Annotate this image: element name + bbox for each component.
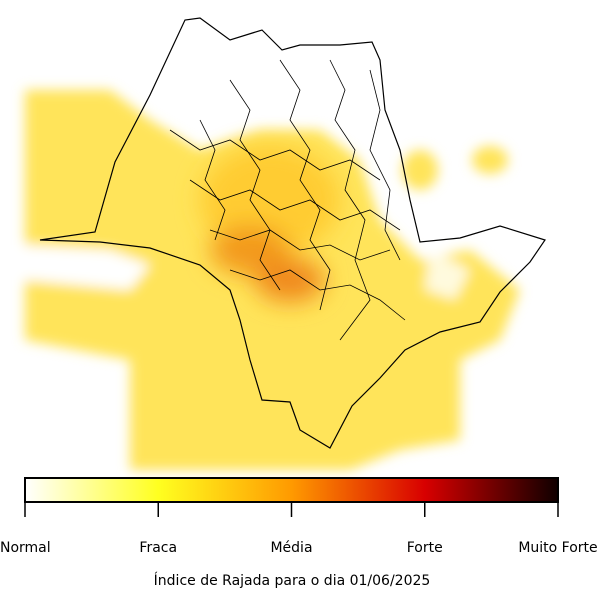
colorbar-label: Normal [0,540,51,556]
colorbar-label: Fraca [139,540,177,556]
colorbar-label: Média [270,540,312,556]
wind-hotspots [200,145,340,302]
municipality-lines [169,59,406,341]
colorbar-label: Forte [407,540,443,556]
state-outline [39,17,546,449]
caption: Índice de Rajada para o dia 01/06/2025 [154,572,431,589]
colorbar-label: Muito Forte [518,540,597,556]
colorbar [24,477,559,503]
colorbar-ticks: Normal Fraca Média Forte Muito Forte [0,502,598,556]
